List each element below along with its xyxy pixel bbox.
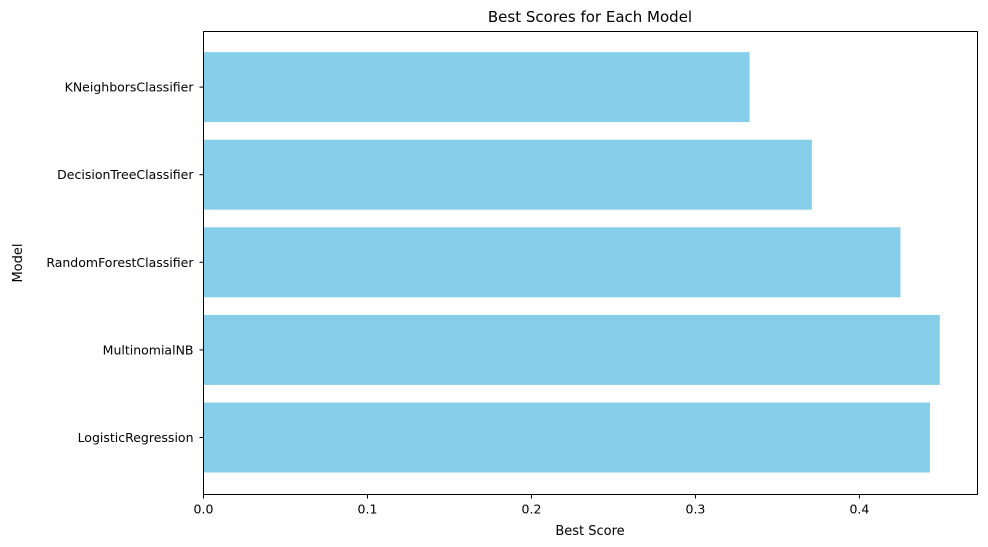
x-tick-label: 0.0 <box>194 502 214 517</box>
bar-multinomialnb <box>203 314 940 385</box>
y-tick-label: KNeighborsClassifier <box>65 80 195 95</box>
y-tick-label: DecisionTreeClassifier <box>57 167 194 182</box>
y-tick-label: RandomForestClassifier <box>46 255 194 270</box>
bar-decisiontreeclassifier <box>203 139 812 210</box>
bar-kneighborsclassifier <box>203 52 750 123</box>
x-tick-label: 0.1 <box>358 502 378 517</box>
x-axis-label: Best Score <box>555 524 624 539</box>
y-tick-label: MultinomialNB <box>103 342 194 357</box>
bar-randomforestclassifier <box>203 227 901 298</box>
y-tick-label: LogisticRegression <box>78 430 194 445</box>
bar-logisticregression <box>203 402 930 473</box>
x-ticks-group: 0.0 0.1 0.2 0.3 0.4 <box>194 494 869 517</box>
y-ticks-group: LogisticRegression MultinomialNB RandomFor… <box>46 80 204 445</box>
x-tick-label: 0.4 <box>849 502 869 517</box>
bars-group <box>203 52 940 473</box>
x-tick-label: 0.2 <box>522 502 542 517</box>
y-axis-label: Model <box>11 243 26 282</box>
plot-frame <box>203 31 978 495</box>
x-tick-label: 0.3 <box>686 502 706 517</box>
chart-title: Best Scores for Each Model <box>488 8 692 26</box>
